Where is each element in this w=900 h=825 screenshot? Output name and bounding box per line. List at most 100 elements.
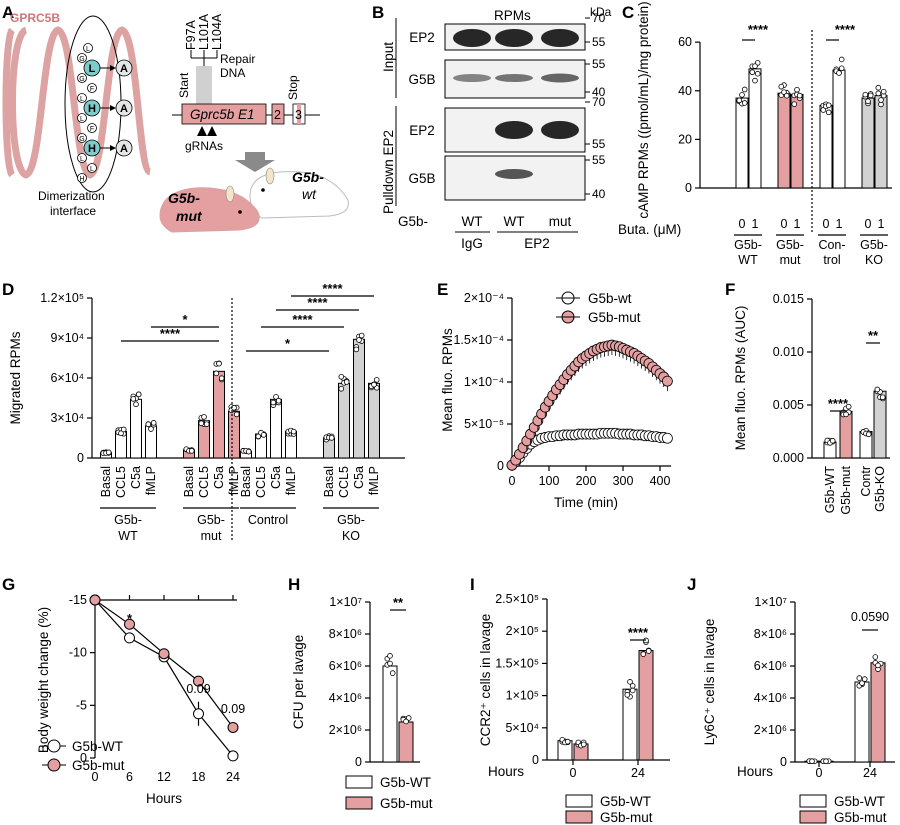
d-point <box>233 411 240 418</box>
d-point <box>148 426 154 432</box>
i-sig: **** <box>628 625 649 640</box>
mouse-mut-eye <box>238 210 242 214</box>
d-point <box>343 379 350 385</box>
blot-band <box>453 29 491 47</box>
c-point <box>754 70 761 77</box>
d-point <box>260 432 267 438</box>
d-point <box>356 337 362 343</box>
i-legend-mut-swatch <box>565 810 593 824</box>
c-y-tick-label: 60 <box>678 35 692 49</box>
c-lane-tick: 1 <box>836 217 843 231</box>
d-bar <box>368 382 380 459</box>
panel-j-letter: J <box>687 575 696 594</box>
c-point <box>752 63 758 69</box>
d-category-label: C5a <box>212 466 226 489</box>
residue-circle <box>77 153 87 163</box>
i-point <box>627 679 633 685</box>
c-lane-tick: 0 <box>739 217 746 231</box>
j-bar <box>854 681 870 763</box>
d-category-label: Basal <box>99 466 113 497</box>
d-category-label: CCL5 <box>114 466 128 498</box>
c-point <box>838 65 845 72</box>
d-y-tick-label: 1.2×10⁵ <box>40 291 84 305</box>
d-category-label: C5a <box>352 466 366 489</box>
i-y-axis-title: CCR2⁺ cells in lavage <box>478 614 493 746</box>
mouse-wt-label-2: wt <box>302 186 317 202</box>
j-hours-label: Hours <box>737 764 773 779</box>
mutation-l101a: L101A <box>197 13 211 50</box>
down-arrow-icon <box>235 152 275 172</box>
grnas-label: gRNAs <box>185 139 223 153</box>
d-sig: **** <box>307 295 328 310</box>
f-y-tick-label: 0.015 <box>773 292 804 306</box>
pulldown-side-label: Pulldown EP2 <box>381 130 396 214</box>
blot-band <box>541 121 579 139</box>
c-point <box>736 97 743 104</box>
residue-letter: L <box>80 156 84 163</box>
c-lane-tick: 0 <box>865 217 872 231</box>
mutation-f97a: F97A <box>184 19 198 50</box>
g-legend-wt-label: G5b-WT <box>72 739 123 754</box>
d-category-label: fMLP <box>227 466 241 495</box>
kda-label: kDa <box>590 5 612 19</box>
panel-c-letter: C <box>622 3 634 22</box>
d-category-label: fMLP <box>144 466 158 495</box>
j-y-axis-title: Ly6C⁺ cells in lavage <box>702 619 717 746</box>
g-x-tick-label: 18 <box>192 770 206 784</box>
g-x-tick-label: 24 <box>226 770 240 784</box>
d-category-label: CCL5 <box>197 466 211 498</box>
mouse-mut-ear <box>225 185 235 203</box>
d-point <box>188 448 195 454</box>
f-sig: ** <box>868 328 879 343</box>
lane-2-label: WT <box>504 214 525 229</box>
c-point <box>875 90 882 97</box>
c-y-tick-label: 20 <box>678 132 692 146</box>
marker-label: 55 <box>592 153 606 167</box>
h-legend-wt-label: G5b-WT <box>380 775 431 790</box>
i-y-tick-label: 1×10⁵ <box>506 689 539 703</box>
alanine-residue <box>115 59 133 77</box>
h-legend-mut-swatch <box>345 796 373 810</box>
d-bar <box>353 338 365 459</box>
d-point <box>270 399 277 406</box>
f-point <box>845 403 852 410</box>
d-point <box>216 360 222 367</box>
d-category-label: fMLP <box>284 466 298 495</box>
lane-3-label: mut <box>549 214 572 229</box>
g-x-axis-title: Hours <box>146 791 182 806</box>
h-y-tick-label: 2×10⁶ <box>329 723 362 737</box>
j-y-tick-label: 8×10⁶ <box>754 627 787 641</box>
e-y-tick-label: 1×10⁻⁴ <box>464 375 504 389</box>
c-point <box>796 92 803 99</box>
j-x-tick-label: 0 <box>816 766 823 780</box>
d-category-label: fMLP <box>367 466 381 495</box>
marker-label: 40 <box>592 85 606 99</box>
residue-letter: F <box>90 86 94 93</box>
stop-label: Stop <box>286 75 300 100</box>
g-x-tick-label: 6 <box>126 770 133 784</box>
e-x-tick-label: 200 <box>576 474 597 488</box>
panel-h-letter: H <box>288 575 300 594</box>
h-legend: G5b-WT G5b-mut <box>345 775 433 811</box>
d-point <box>245 448 252 455</box>
c-point <box>878 97 884 103</box>
c-group-label: G5b- <box>776 238 804 252</box>
j-point <box>872 654 879 660</box>
mutation-arrowhead <box>110 145 116 151</box>
repair-label-1: Repair <box>220 52 255 66</box>
residue-circle <box>77 133 87 143</box>
c-group-label: G5b- <box>860 238 888 252</box>
residue-circle <box>77 73 87 83</box>
i-y-tick-label: 2×10⁵ <box>506 624 539 638</box>
c-bar <box>777 92 791 189</box>
f-bar <box>873 390 887 459</box>
c-lane-tick: 1 <box>878 217 885 231</box>
f-sig: **** <box>828 396 849 411</box>
d-point <box>203 421 210 427</box>
c-bar <box>861 97 875 189</box>
g-point <box>89 594 101 606</box>
c-group-label: WT <box>738 253 758 267</box>
g-sig: 0.09 <box>221 702 245 716</box>
c-point <box>783 92 790 99</box>
